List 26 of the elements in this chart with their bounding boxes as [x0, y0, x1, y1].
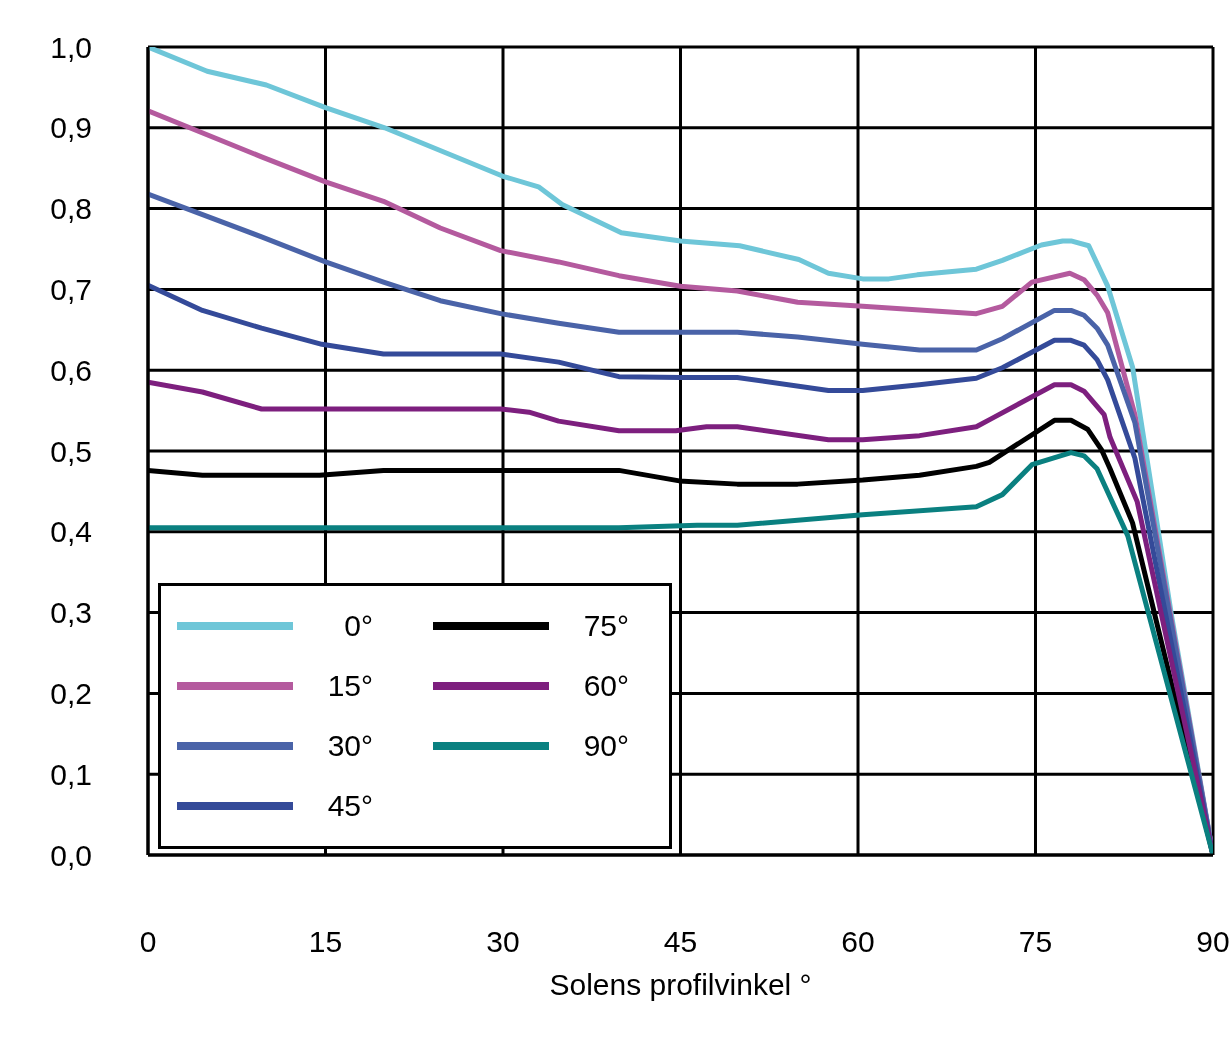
y-tick-label: 0,9: [50, 111, 92, 145]
x-tick-label: 15: [308, 925, 343, 959]
y-tick-label: 0,3: [50, 596, 92, 630]
y-tick-label: 1,0: [50, 30, 92, 64]
y-tick-label: 0,5: [50, 434, 92, 468]
y-tick-label: 0,8: [50, 192, 92, 226]
x-tick-label: 45: [663, 925, 698, 959]
legend-label: 75°: [582, 609, 629, 643]
x-tick-label: 30: [486, 925, 520, 959]
x-tick-label: 90: [1196, 925, 1230, 959]
x-tick-label: 75: [1018, 925, 1053, 959]
y-tick-label: 0,6: [50, 353, 92, 387]
legend-label: 0°: [343, 609, 373, 643]
x-tick-label: 60: [841, 925, 875, 959]
legend-label: 60°: [582, 669, 629, 703]
y-tick-label: 0,2: [50, 677, 92, 711]
legend-label: 90°: [582, 729, 629, 763]
legend-label: 30°: [326, 729, 373, 763]
y-tick-label: 0,0: [50, 838, 92, 872]
legend-label: 45°: [326, 789, 373, 823]
x-tick-label: 0: [139, 925, 157, 959]
x-axis-title: Solens profilvinkel °: [549, 968, 812, 1001]
y-tick-label: 0,1: [50, 757, 92, 791]
y-tick-label: 0,4: [50, 515, 92, 549]
legend-label: 15°: [326, 669, 373, 703]
y-tick-label: 0,7: [50, 273, 92, 307]
